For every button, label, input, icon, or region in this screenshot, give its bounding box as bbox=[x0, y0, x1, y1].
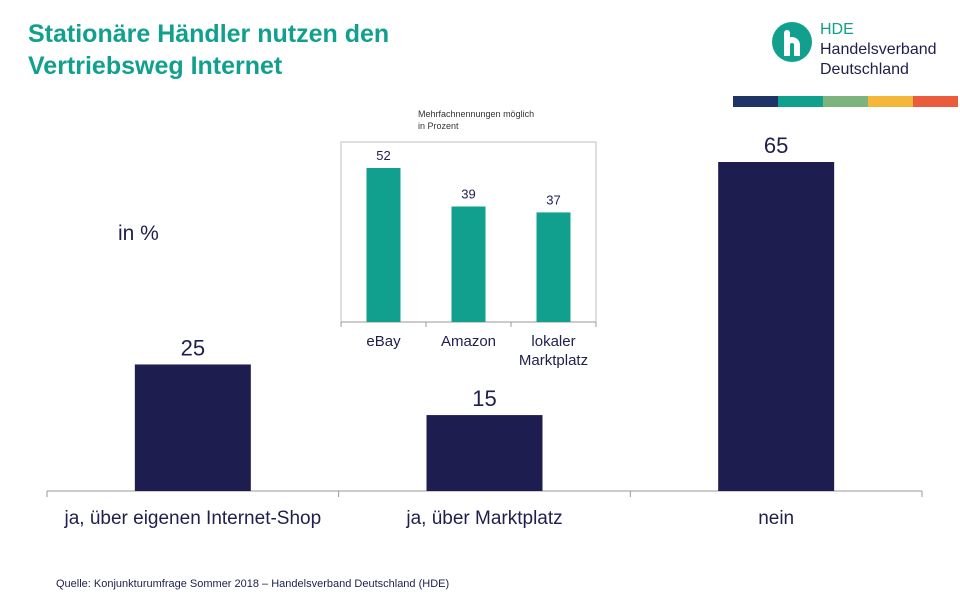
main-category-label: ja, über eigenen Internet-Shop bbox=[63, 508, 321, 529]
hde-logo-text: HDE Handelsverband Deutschland bbox=[820, 20, 937, 80]
inset-bar-value-label: 52 bbox=[376, 148, 390, 163]
page-title: Stationäre Händler nutzen den Vertriebsw… bbox=[28, 18, 488, 82]
hde-logo: HDE Handelsverband Deutschland bbox=[772, 20, 952, 90]
inset-bar bbox=[451, 206, 486, 322]
inset-category-label: Marktplatz bbox=[519, 352, 588, 369]
brand-stripe bbox=[868, 96, 913, 107]
brand-color-stripes bbox=[733, 96, 958, 107]
inset-note-line-2: in Prozent bbox=[418, 121, 459, 131]
inset-note: Mehrfachnennungen möglich in Prozent bbox=[418, 108, 578, 132]
inset-category-label: Amazon bbox=[441, 333, 496, 350]
inset-bar-value-label: 39 bbox=[461, 187, 475, 202]
unit-label: in % bbox=[118, 222, 159, 245]
hde-logo-icon bbox=[772, 22, 812, 62]
logo-line-2: Deutschland bbox=[820, 61, 909, 78]
inset-note-line-1: Mehrfachnennungen möglich bbox=[418, 109, 535, 119]
main-category-label: nein bbox=[758, 508, 794, 529]
brand-stripe bbox=[778, 96, 823, 107]
brand-stripe bbox=[913, 96, 958, 107]
brand-stripe bbox=[823, 96, 868, 107]
inset-category-label: lokaler bbox=[531, 333, 575, 350]
main-bar bbox=[718, 162, 835, 491]
title-line-1: Stationäre Händler nutzen den bbox=[28, 20, 390, 48]
source-note: Quelle: Konjunkturumfrage Sommer 2018 – … bbox=[56, 578, 450, 590]
main-bar bbox=[134, 364, 251, 491]
brand-stripe bbox=[733, 96, 778, 107]
inset-bar bbox=[366, 168, 401, 322]
main-bar-value-label: 25 bbox=[181, 335, 205, 360]
main-bar-value-label: 15 bbox=[472, 386, 496, 411]
inset-category-label: eBay bbox=[366, 333, 401, 350]
main-category-label: ja, über Marktplatz bbox=[405, 508, 562, 529]
inset-bar-value-label: 37 bbox=[546, 192, 560, 207]
title-line-2: Vertriebsweg Internet bbox=[28, 52, 283, 80]
logo-line-1: Handelsverband bbox=[820, 41, 937, 58]
inset-bar bbox=[536, 212, 571, 322]
logo-abbr: HDE bbox=[820, 21, 854, 38]
main-bar-value-label: 65 bbox=[764, 133, 788, 158]
main-bar bbox=[426, 415, 543, 491]
